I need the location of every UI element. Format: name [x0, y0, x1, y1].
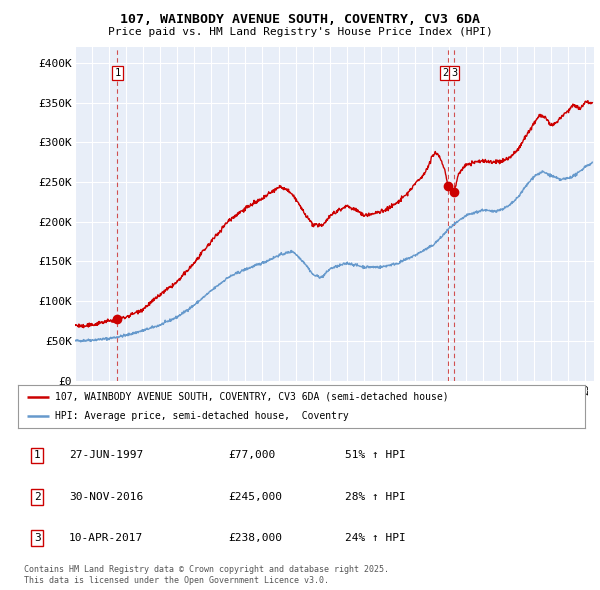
- Text: 30-NOV-2016: 30-NOV-2016: [69, 492, 143, 502]
- Text: 27-JUN-1997: 27-JUN-1997: [69, 451, 143, 460]
- Text: Contains HM Land Registry data © Crown copyright and database right 2025.
This d: Contains HM Land Registry data © Crown c…: [24, 565, 389, 585]
- Text: 107, WAINBODY AVENUE SOUTH, COVENTRY, CV3 6DA (semi-detached house): 107, WAINBODY AVENUE SOUTH, COVENTRY, CV…: [55, 392, 448, 402]
- Text: 10-APR-2017: 10-APR-2017: [69, 533, 143, 543]
- Text: 28% ↑ HPI: 28% ↑ HPI: [345, 492, 406, 502]
- Text: HPI: Average price, semi-detached house,  Coventry: HPI: Average price, semi-detached house,…: [55, 411, 349, 421]
- Text: 3: 3: [451, 68, 457, 78]
- Text: 1: 1: [34, 451, 41, 460]
- Text: 3: 3: [34, 533, 41, 543]
- Text: 51% ↑ HPI: 51% ↑ HPI: [345, 451, 406, 460]
- Text: £238,000: £238,000: [228, 533, 282, 543]
- Text: 2: 2: [442, 68, 448, 78]
- Text: £77,000: £77,000: [228, 451, 275, 460]
- Text: Price paid vs. HM Land Registry's House Price Index (HPI): Price paid vs. HM Land Registry's House …: [107, 27, 493, 37]
- Text: 24% ↑ HPI: 24% ↑ HPI: [345, 533, 406, 543]
- Text: 107, WAINBODY AVENUE SOUTH, COVENTRY, CV3 6DA: 107, WAINBODY AVENUE SOUTH, COVENTRY, CV…: [120, 13, 480, 26]
- Text: £245,000: £245,000: [228, 492, 282, 502]
- Text: 1: 1: [114, 68, 121, 78]
- Text: 2: 2: [34, 492, 41, 502]
